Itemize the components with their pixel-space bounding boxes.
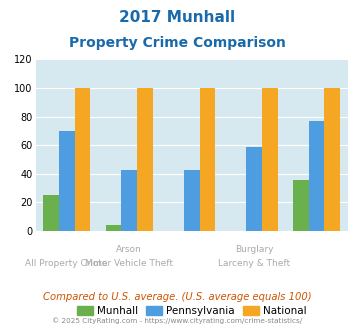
Bar xyxy=(184,170,200,231)
Text: Burglary: Burglary xyxy=(235,245,273,254)
Bar xyxy=(324,88,340,231)
Bar xyxy=(106,225,121,231)
Bar xyxy=(137,88,153,231)
Bar xyxy=(200,88,215,231)
Bar xyxy=(246,147,262,231)
Bar xyxy=(75,88,90,231)
Text: Property Crime Comparison: Property Crime Comparison xyxy=(69,36,286,50)
Legend: Munhall, Pennsylvania, National: Munhall, Pennsylvania, National xyxy=(73,301,311,320)
Bar xyxy=(43,195,59,231)
Text: Compared to U.S. average. (U.S. average equals 100): Compared to U.S. average. (U.S. average … xyxy=(43,292,312,302)
Text: All Property Crime: All Property Crime xyxy=(26,259,108,268)
Bar xyxy=(309,121,324,231)
Text: © 2025 CityRating.com - https://www.cityrating.com/crime-statistics/: © 2025 CityRating.com - https://www.city… xyxy=(53,317,302,324)
Text: Arson: Arson xyxy=(116,245,142,254)
Bar xyxy=(262,88,278,231)
Text: Larceny & Theft: Larceny & Theft xyxy=(218,259,290,268)
Bar xyxy=(59,131,75,231)
Text: Motor Vehicle Theft: Motor Vehicle Theft xyxy=(85,259,173,268)
Bar xyxy=(121,170,137,231)
Text: 2017 Munhall: 2017 Munhall xyxy=(119,10,236,25)
Bar xyxy=(293,180,309,231)
